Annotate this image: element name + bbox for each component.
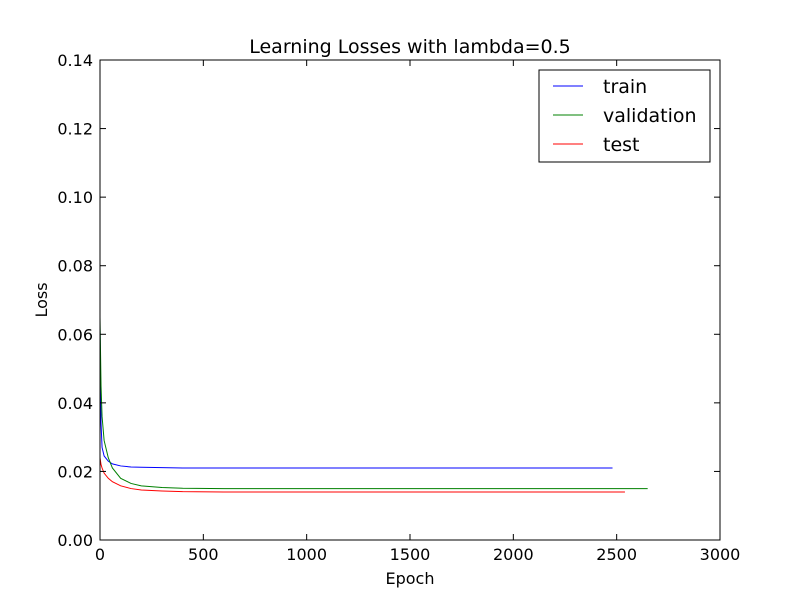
y-tick-label: 0.08	[57, 257, 93, 276]
y-tick-label: 0.00	[57, 531, 93, 550]
x-axis-label: Epoch	[386, 569, 435, 588]
y-tick-label: 0.12	[57, 120, 93, 139]
series-line-validation	[99, 317, 648, 490]
x-tick-label: 1000	[286, 545, 327, 564]
legend-label-test: test	[603, 134, 640, 156]
legend-label-train: train	[603, 76, 647, 98]
x-tick-label: 500	[188, 545, 219, 564]
plot-series	[99, 317, 648, 493]
y-tick-label: 0.02	[57, 462, 93, 481]
x-tick-label: 2500	[596, 545, 637, 564]
y-tick-label: 0.06	[57, 325, 93, 344]
x-tick-label: 3000	[700, 545, 741, 564]
y-axis-label: Loss	[32, 282, 51, 317]
series-line-test	[99, 457, 625, 493]
y-axis: 0.00 0.02 0.04 0.06 0.08 0.10 0.12 0.14	[57, 51, 720, 550]
y-tick-label: 0.04	[57, 394, 93, 413]
y-tick-label: 0.14	[57, 51, 93, 70]
legend: train validation test	[538, 69, 711, 163]
chart-title: Learning Losses with lambda=0.5	[249, 36, 571, 58]
x-tick-label: 2000	[493, 545, 534, 564]
legend-label-validation: validation	[603, 105, 697, 127]
x-axis: 0 500 1000 1500 2000 2500 3000	[95, 60, 740, 564]
series-line-train	[99, 327, 613, 469]
y-tick-label: 0.10	[57, 188, 93, 207]
x-tick-label: 1500	[390, 545, 431, 564]
legend-box	[538, 69, 711, 163]
x-tick-label: 0	[95, 545, 105, 564]
